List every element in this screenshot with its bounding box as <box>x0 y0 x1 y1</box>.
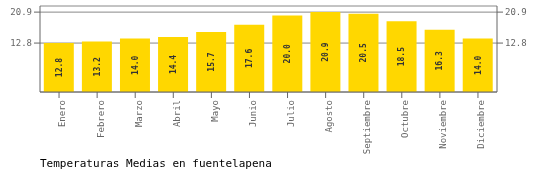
svg-text:Febrero: Febrero <box>96 100 106 138</box>
html-text:Temperaturas Medias en fuentel: Temperaturas Medias en fuentelapena <box>40 157 272 170</box>
svg-text:18.5: 18.5 <box>397 47 406 66</box>
svg-text:20.9: 20.9 <box>505 7 527 17</box>
svg-text:20.9: 20.9 <box>321 42 330 61</box>
svg-text:13.2: 13.2 <box>93 57 102 76</box>
svg-text:14.0: 14.0 <box>131 55 140 74</box>
svg-text:17.6: 17.6 <box>245 49 254 68</box>
svg-text:14.0: 14.0 <box>474 55 483 74</box>
svg-text:Mayo: Mayo <box>210 100 220 122</box>
svg-text:Abril: Abril <box>172 100 182 127</box>
svg-text:Enero: Enero <box>57 100 67 127</box>
svg-text:Octubre: Octubre <box>400 100 410 138</box>
svg-text:Septiembre: Septiembre <box>362 100 372 154</box>
svg-text:Marzo: Marzo <box>134 100 144 127</box>
svg-text:20.0: 20.0 <box>283 44 292 63</box>
svg-text:14.4: 14.4 <box>169 55 178 74</box>
svg-text:12.8: 12.8 <box>505 38 527 48</box>
svg-text:15.7: 15.7 <box>207 52 216 71</box>
svg-text:20.9: 20.9 <box>10 7 32 17</box>
svg-text:16.3: 16.3 <box>435 51 444 70</box>
svg-text:Diciembre: Diciembre <box>476 100 486 149</box>
svg-text:12.8: 12.8 <box>55 58 64 77</box>
svg-text:12.8: 12.8 <box>10 38 32 48</box>
svg-text:Julio: Julio <box>286 100 296 127</box>
svg-text:Agosto: Agosto <box>324 100 334 133</box>
svg-text:Noviembre: Noviembre <box>438 100 448 149</box>
svg-text:20.5: 20.5 <box>359 43 368 62</box>
svg-text:Junio: Junio <box>248 100 258 127</box>
